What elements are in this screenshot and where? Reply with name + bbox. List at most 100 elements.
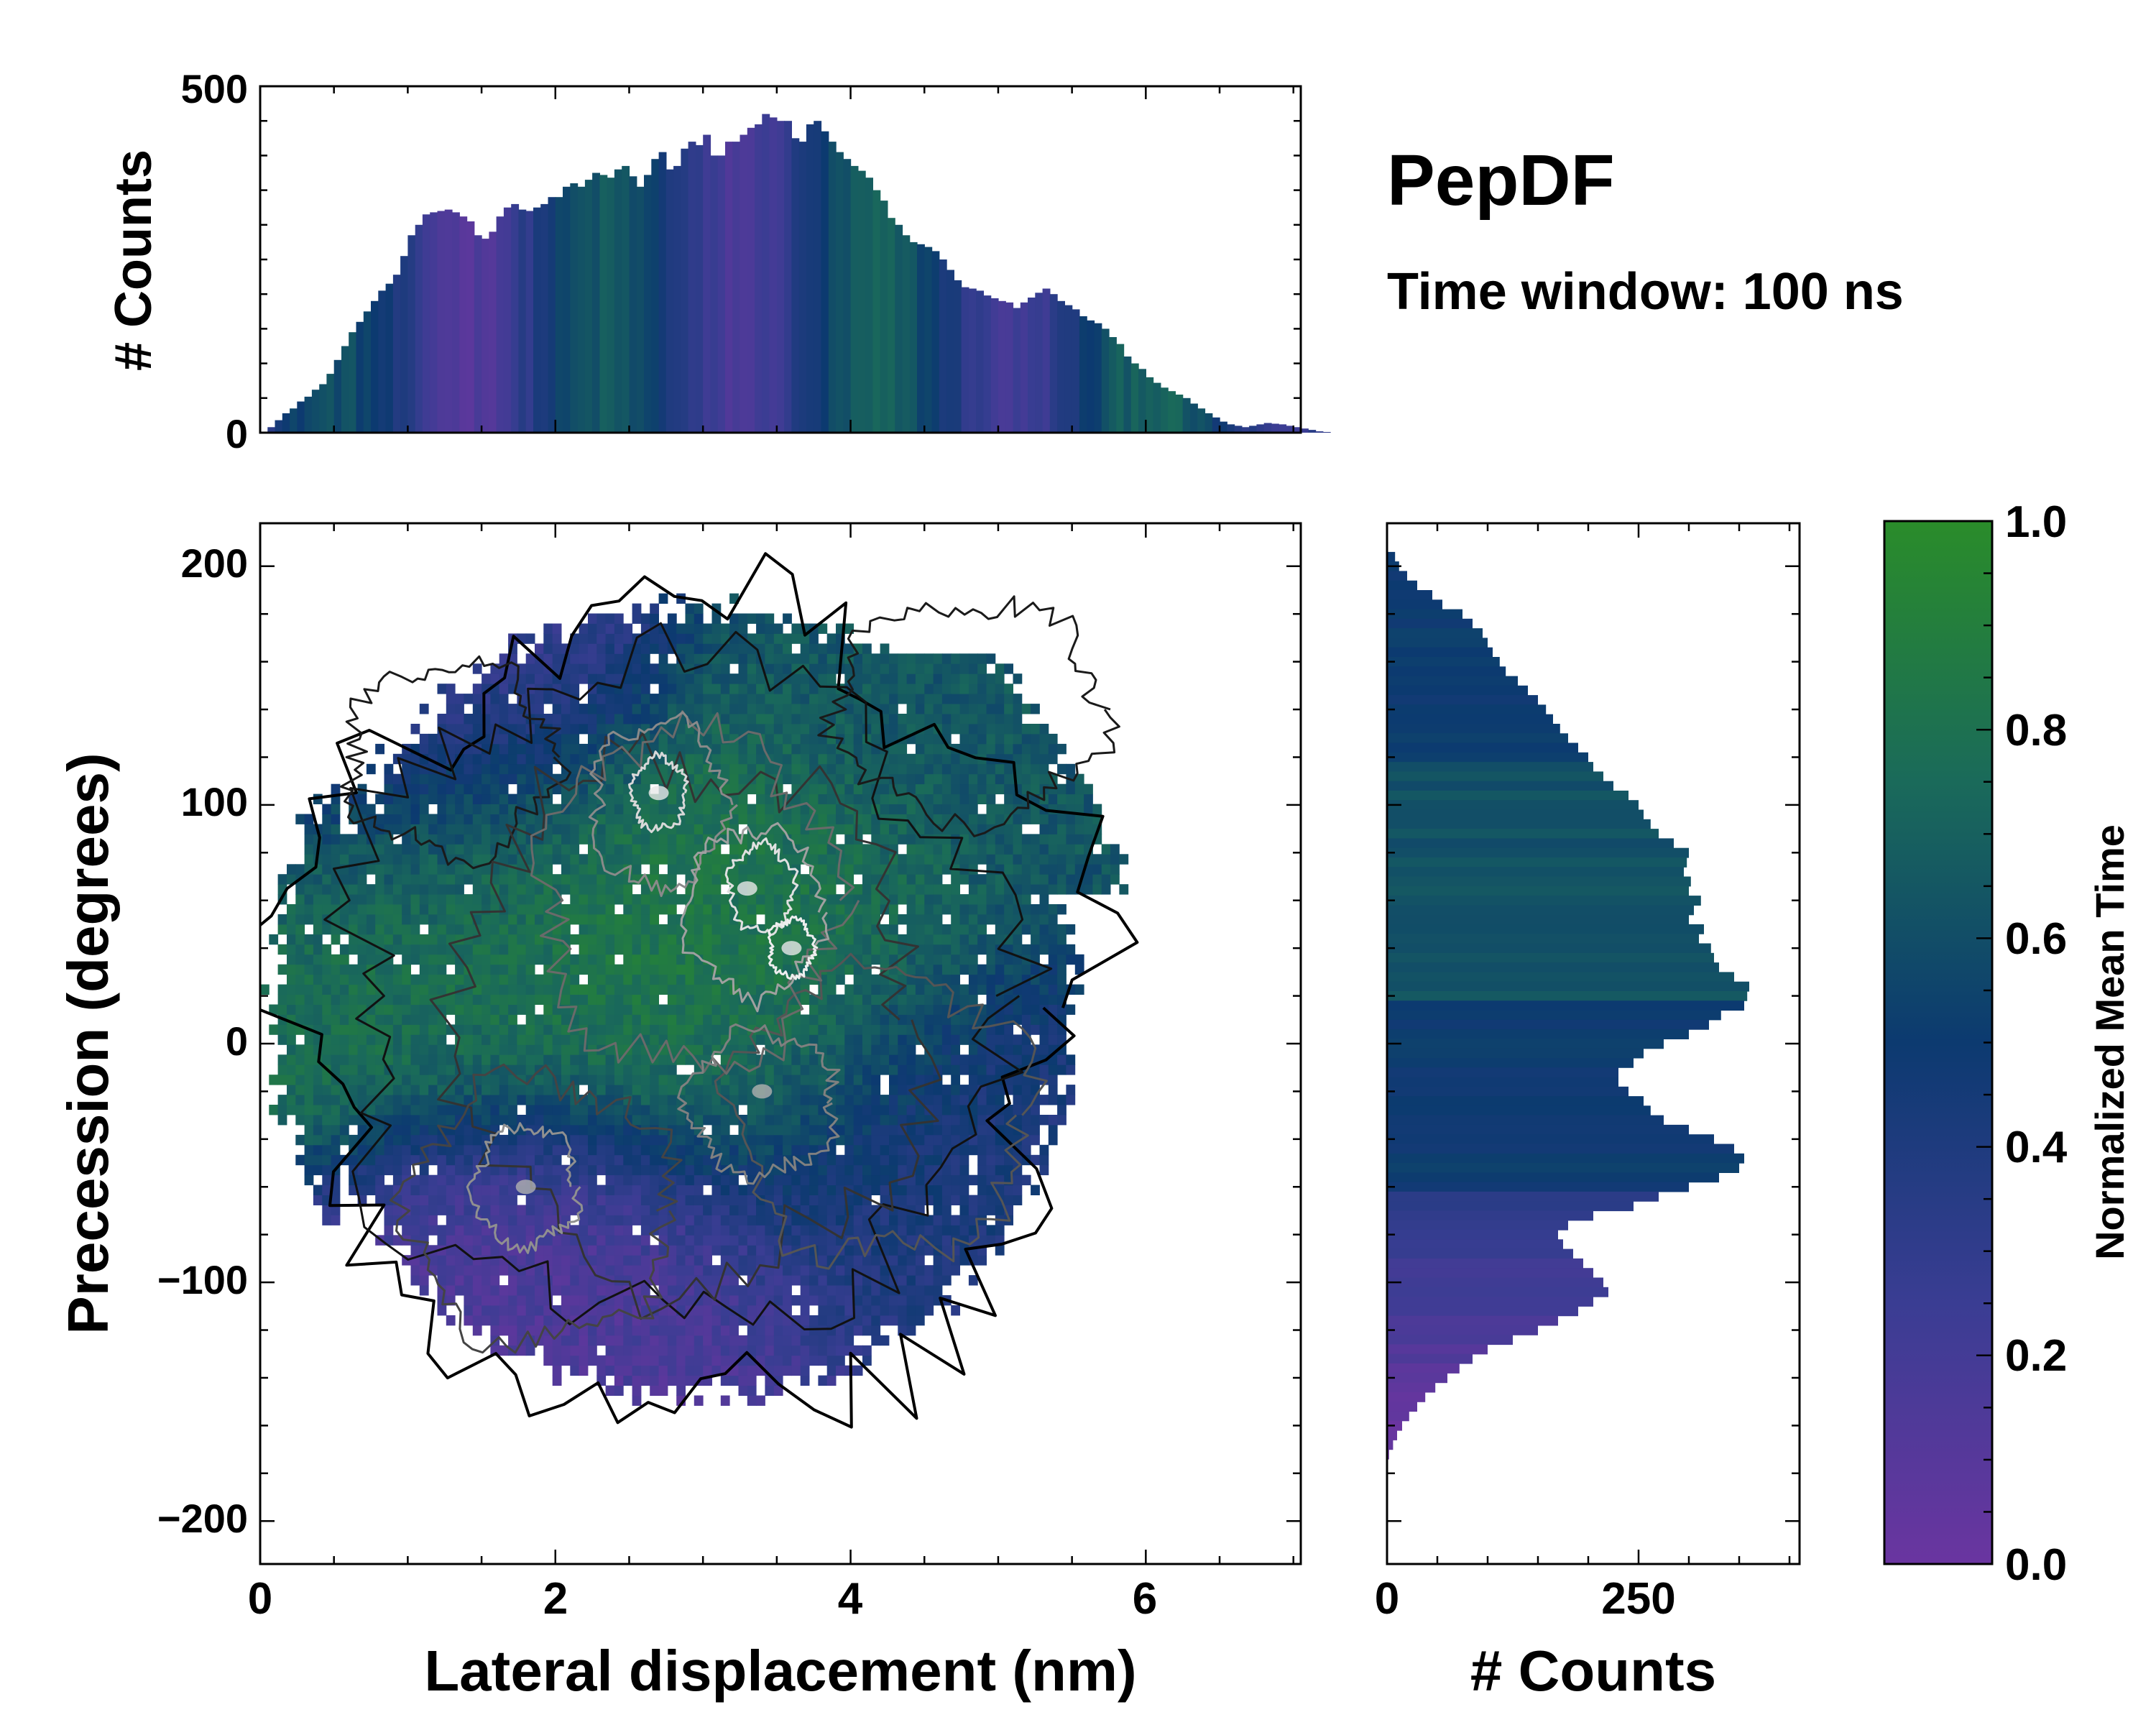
heatmap-cell [933, 1034, 943, 1045]
heatmap-cell [375, 864, 384, 875]
heatmap-cell [499, 1325, 509, 1336]
heatmap-cell [898, 684, 908, 694]
heatmap-cell [623, 1325, 633, 1336]
heatmap-cell [490, 824, 500, 834]
heatmap-cell [924, 1225, 934, 1236]
heatmap-cell [862, 1315, 872, 1326]
heatmap-cell [747, 1255, 757, 1266]
heatmap-cell [384, 1105, 394, 1116]
heatmap-cell [694, 673, 704, 684]
heatmap-cell [818, 694, 828, 704]
heatmap-cell [765, 733, 775, 745]
heatmap-cell [384, 924, 394, 935]
heatmap-cell [623, 1205, 633, 1215]
heatmap-cell [871, 1325, 881, 1336]
heatmap-cell [384, 864, 394, 875]
heatmap-cell [667, 934, 677, 945]
heatmap-cell [525, 894, 535, 905]
heatmap-cell [756, 1075, 765, 1085]
heatmap-cell [667, 944, 677, 955]
heatmap-cell [446, 894, 456, 905]
heatmap-cell [543, 1245, 553, 1256]
heatmap-cell [924, 1275, 934, 1286]
heatmap-cell [650, 1245, 659, 1256]
heatmap-cell [676, 1375, 686, 1386]
heatmap-cell [809, 1285, 819, 1296]
heatmap-cell [933, 1124, 943, 1136]
heatmap-cell [419, 1205, 429, 1215]
heatmap-cell [720, 904, 730, 915]
heatmap-cell [853, 934, 863, 945]
heatmap-cell [650, 1325, 659, 1336]
heatmap-cell [694, 884, 704, 895]
heatmap-cell [579, 643, 589, 654]
heatmap-cell [738, 1144, 748, 1156]
heatmap-cell [339, 1134, 349, 1146]
heatmap-cell [579, 783, 589, 795]
heatmap-cell [906, 1225, 916, 1236]
heatmap-cell [640, 1205, 650, 1215]
heatmap-cell [349, 894, 358, 905]
heatmap-cell [508, 1275, 517, 1286]
heatmap-cell [756, 673, 765, 684]
heatmap-cell [773, 663, 783, 674]
heatmap-cell [676, 1034, 686, 1045]
heatmap-cell [650, 1044, 659, 1055]
heatmap-cell [720, 1184, 730, 1195]
heatmap-cell [800, 633, 810, 644]
heatmap-cell [694, 1144, 704, 1156]
heatmap-cell [596, 1095, 607, 1105]
heatmap-cell [818, 994, 828, 1005]
heatmap-cell [685, 1174, 695, 1186]
heatmap-cell [499, 763, 509, 775]
heatmap-cell [871, 1184, 881, 1195]
heatmap-cell [295, 1105, 305, 1116]
heatmap-cell [889, 1315, 898, 1326]
heatmap-cell [933, 1174, 943, 1186]
heatmap-cell [446, 783, 456, 795]
top-hist-bar [540, 203, 549, 433]
top-hist-bar [1160, 387, 1169, 433]
heatmap-cell [295, 944, 305, 955]
heatmap-cell [375, 1085, 384, 1095]
heatmap-cell [632, 1325, 642, 1336]
heatmap-cell [437, 894, 447, 905]
heatmap-cell [889, 753, 898, 765]
heatmap-cell [773, 1295, 783, 1306]
heatmap-cell [517, 1115, 527, 1126]
heatmap-cell [588, 1014, 597, 1025]
heatmap-cell [490, 914, 500, 925]
heatmap-cell [304, 824, 314, 834]
heatmap-cell [915, 733, 925, 745]
heatmap-cell [632, 783, 642, 795]
heatmap-cell [711, 1115, 722, 1126]
heatmap-cell [783, 814, 792, 824]
heatmap-cell [632, 1105, 642, 1116]
heatmap-cell [517, 974, 527, 985]
heatmap-cell [703, 854, 712, 865]
heatmap-cell [853, 733, 863, 745]
heatmap-cell [525, 1345, 535, 1356]
heatmap-cell [517, 743, 527, 755]
heatmap-cell [836, 1195, 845, 1205]
heatmap-cell [720, 1115, 730, 1126]
heatmap-cell [756, 1395, 765, 1406]
heatmap-cell [667, 854, 677, 865]
heatmap-cell [640, 1085, 650, 1095]
heatmap-cell [588, 1295, 597, 1306]
heatmap-cell [437, 1184, 447, 1195]
heatmap-cell [871, 824, 881, 834]
heatmap-cell [711, 1034, 722, 1045]
heatmap-cell [915, 714, 925, 724]
heatmap-cell [596, 684, 607, 694]
heatmap-cell [605, 964, 615, 975]
heatmap-cell [482, 964, 491, 975]
heatmap-cell [871, 1265, 881, 1276]
heatmap-cell [765, 1355, 775, 1366]
heatmap-cell [419, 954, 429, 965]
heatmap-cell [570, 1295, 580, 1306]
heatmap-cell [853, 1305, 863, 1316]
heatmap-cell [517, 814, 527, 824]
heatmap-cell [756, 804, 765, 814]
heatmap-cell [596, 934, 607, 945]
